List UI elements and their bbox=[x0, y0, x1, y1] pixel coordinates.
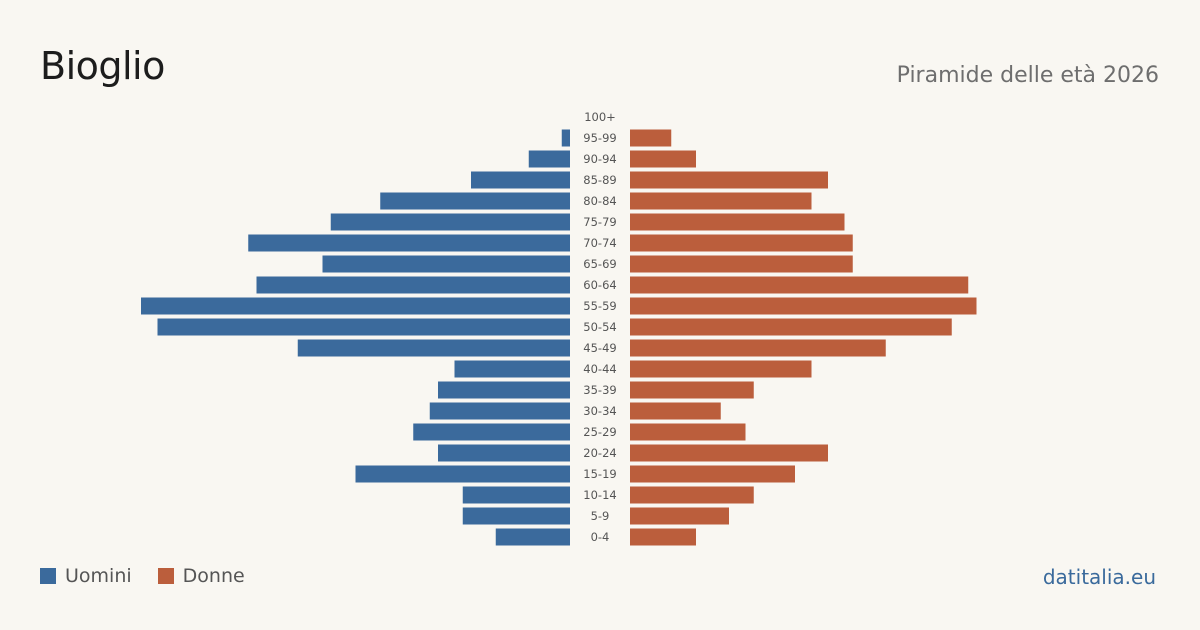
chart-subtitle: Piramide delle età 2026 bbox=[896, 63, 1159, 88]
bar-men-10-14 bbox=[462, 486, 570, 504]
age-group-label: 70-74 bbox=[583, 236, 616, 250]
bar-men-90-94 bbox=[528, 150, 570, 168]
bar-women-65-69 bbox=[630, 255, 853, 273]
legend-label-men: Uomini bbox=[65, 565, 132, 587]
bar-women-90-94 bbox=[630, 150, 696, 168]
bar-women-15-19 bbox=[630, 465, 795, 483]
bar-women-25-29 bbox=[630, 423, 746, 441]
chart-title: Bioglio bbox=[40, 44, 165, 88]
bar-men-35-39 bbox=[438, 381, 570, 399]
age-group-label: 85-89 bbox=[583, 173, 616, 187]
age-group-label: 10-14 bbox=[583, 488, 616, 502]
age-group-label: 25-29 bbox=[583, 425, 616, 439]
bar-men-5-9 bbox=[462, 507, 570, 525]
bar-men-25-29 bbox=[413, 423, 570, 441]
age-group-label: 80-84 bbox=[583, 194, 616, 208]
bar-women-20-24 bbox=[630, 444, 828, 462]
bar-women-30-34 bbox=[630, 402, 721, 420]
age-group-label: 90-94 bbox=[583, 152, 616, 166]
bar-men-40-44 bbox=[454, 360, 570, 378]
bar-women-75-79 bbox=[630, 213, 845, 231]
age-group-label: 100+ bbox=[584, 110, 616, 124]
bar-men-0-4 bbox=[495, 528, 570, 546]
age-group-label: 40-44 bbox=[583, 362, 616, 376]
bar-women-85-89 bbox=[630, 171, 828, 189]
bar-women-40-44 bbox=[630, 360, 812, 378]
bar-men-65-69 bbox=[322, 255, 570, 273]
bar-men-20-24 bbox=[438, 444, 570, 462]
legend-swatch-men bbox=[40, 568, 56, 584]
bar-women-45-49 bbox=[630, 339, 886, 357]
source-link[interactable]: datitalia.eu bbox=[1042, 565, 1156, 589]
age-group-label: 20-24 bbox=[583, 446, 616, 460]
bar-women-60-64 bbox=[630, 276, 969, 294]
bar-men-15-19 bbox=[355, 465, 570, 483]
bar-women-10-14 bbox=[630, 486, 754, 504]
legend-label-women: Donne bbox=[182, 565, 245, 587]
bar-men-85-89 bbox=[471, 171, 570, 189]
bar-women-55-59 bbox=[630, 297, 977, 315]
bar-men-50-54 bbox=[157, 318, 570, 336]
age-group-label: 5-9 bbox=[591, 509, 610, 523]
bar-men-30-34 bbox=[429, 402, 570, 420]
bar-women-95-99 bbox=[630, 129, 672, 147]
age-group-label: 55-59 bbox=[583, 299, 616, 313]
age-group-label: 95-99 bbox=[583, 131, 616, 145]
bar-men-60-64 bbox=[256, 276, 570, 294]
age-group-label: 15-19 bbox=[583, 467, 616, 481]
bar-women-50-54 bbox=[630, 318, 952, 336]
bar-women-70-74 bbox=[630, 234, 853, 252]
bar-men-75-79 bbox=[330, 213, 570, 231]
age-group-label: 75-79 bbox=[583, 215, 616, 229]
age-group-label: 60-64 bbox=[583, 278, 616, 292]
age-group-label: 45-49 bbox=[583, 341, 616, 355]
age-group-label: 30-34 bbox=[583, 404, 616, 418]
age-group-label: 0-4 bbox=[591, 530, 610, 544]
bar-women-80-84 bbox=[630, 192, 812, 210]
bar-men-95-99 bbox=[561, 129, 570, 147]
legend: Uomini Donne bbox=[40, 565, 271, 587]
age-group-label: 65-69 bbox=[583, 257, 616, 271]
age-group-label: 35-39 bbox=[583, 383, 616, 397]
bar-women-35-39 bbox=[630, 381, 754, 399]
legend-swatch-women bbox=[157, 568, 174, 584]
bar-men-80-84 bbox=[380, 192, 570, 210]
legend-item-women: Donne bbox=[157, 565, 245, 587]
bar-women-5-9 bbox=[630, 507, 729, 525]
age-group-label: 50-54 bbox=[583, 320, 616, 334]
legend-item-men: Uomini bbox=[40, 565, 132, 587]
bar-women-0-4 bbox=[630, 528, 696, 546]
bar-men-55-59 bbox=[141, 297, 570, 315]
bar-men-45-49 bbox=[297, 339, 570, 357]
bar-men-70-74 bbox=[248, 234, 570, 252]
